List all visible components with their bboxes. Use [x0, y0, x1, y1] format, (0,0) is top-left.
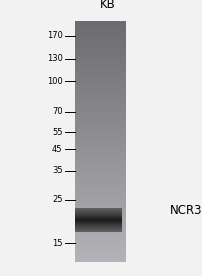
- Text: NCR3: NCR3: [170, 204, 202, 217]
- Text: 55: 55: [52, 128, 63, 137]
- Text: 45: 45: [52, 145, 63, 154]
- Text: 100: 100: [47, 77, 63, 86]
- Text: 25: 25: [52, 195, 63, 204]
- Text: 130: 130: [47, 54, 63, 63]
- Text: KB: KB: [100, 0, 116, 11]
- Text: 35: 35: [52, 166, 63, 175]
- Text: 170: 170: [47, 31, 63, 41]
- Text: 70: 70: [52, 107, 63, 116]
- Text: 15: 15: [52, 239, 63, 248]
